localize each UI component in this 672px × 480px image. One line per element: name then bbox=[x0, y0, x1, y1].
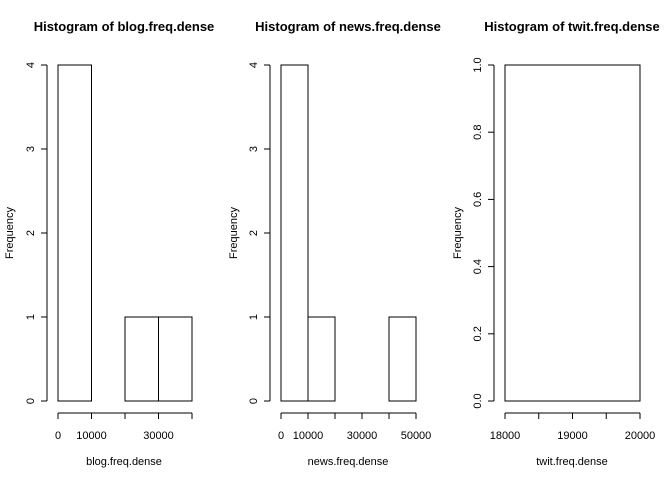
y-tick-label: 0 bbox=[248, 398, 260, 404]
x-tick-label: 10000 bbox=[76, 430, 107, 442]
histogram-bar bbox=[388, 316, 417, 402]
panel-twit: Histogram of twit.freq.dense 18000 19000 2… bbox=[452, 19, 660, 468]
x-tick-label: 19000 bbox=[557, 430, 588, 442]
y-axis-label: Frequency bbox=[452, 207, 464, 259]
panel-blog: Histogram of blog.freq.dense 0 10000 30000… bbox=[4, 19, 214, 468]
y-tick-label: 2 bbox=[25, 230, 37, 236]
x-axis: 0 10000 30000 bbox=[55, 412, 193, 442]
y-tick-label: 3 bbox=[248, 146, 260, 152]
histogram-bar bbox=[158, 316, 193, 402]
x-tick-label: 0 bbox=[55, 430, 61, 442]
histogram-bars bbox=[57, 64, 193, 402]
y-axis: 0.0 0.2 0.4 0.6 0.8 1.0 bbox=[472, 57, 495, 409]
panel-title: Histogram of news.freq.dense bbox=[255, 19, 441, 34]
y-tick-label: 0.6 bbox=[472, 192, 484, 207]
y-tick-label: 0 bbox=[25, 398, 37, 404]
y-tick-label: 1 bbox=[25, 314, 37, 320]
y-tick-label: 3 bbox=[25, 146, 37, 152]
x-axis-label: twit.freq.dense bbox=[536, 456, 608, 468]
y-tick-label: 0.0 bbox=[472, 393, 484, 408]
histogram-bar bbox=[124, 316, 159, 402]
y-tick-label: 0.4 bbox=[472, 259, 484, 274]
histogram-bars bbox=[280, 64, 417, 402]
x-tick-label: 30000 bbox=[347, 430, 378, 442]
x-axis-label: news.freq.dense bbox=[308, 456, 389, 468]
panel-news: Histogram of news.freq.dense 0 10000 30000… bbox=[228, 19, 441, 468]
histogram-bar bbox=[280, 64, 309, 402]
x-tick-label: 18000 bbox=[490, 430, 521, 442]
panel-title: Histogram of twit.freq.dense bbox=[484, 19, 660, 34]
y-tick-label: 0.2 bbox=[472, 326, 484, 341]
y-tick-label: 1 bbox=[248, 314, 260, 320]
y-tick-label: 2 bbox=[248, 230, 260, 236]
y-axis: 0 1 2 3 4 bbox=[248, 62, 271, 404]
histogram-bar bbox=[307, 316, 336, 402]
y-tick-label: 0.8 bbox=[472, 125, 484, 140]
x-axis-label: blog.freq.dense bbox=[86, 456, 162, 468]
histogram-bar bbox=[504, 64, 641, 402]
histogram-bar bbox=[57, 64, 92, 402]
y-tick-label: 4 bbox=[25, 62, 37, 68]
x-tick-label: 0 bbox=[278, 430, 284, 442]
histogram-bars bbox=[504, 64, 641, 402]
y-axis-label: Frequency bbox=[228, 207, 240, 259]
y-axis-label: Frequency bbox=[4, 207, 16, 259]
y-tick-label: 4 bbox=[248, 62, 260, 68]
x-tick-label: 30000 bbox=[143, 430, 174, 442]
x-tick-label: 20000 bbox=[625, 430, 656, 442]
x-axis: 0 10000 30000 50000 bbox=[278, 412, 432, 442]
panel-title: Histogram of blog.freq.dense bbox=[34, 19, 215, 34]
y-axis: 0 1 2 3 4 bbox=[25, 62, 48, 404]
x-axis: 18000 19000 20000 bbox=[490, 412, 656, 442]
y-tick-label: 1.0 bbox=[472, 57, 484, 72]
x-tick-label: 10000 bbox=[293, 430, 324, 442]
x-tick-label: 50000 bbox=[401, 430, 432, 442]
